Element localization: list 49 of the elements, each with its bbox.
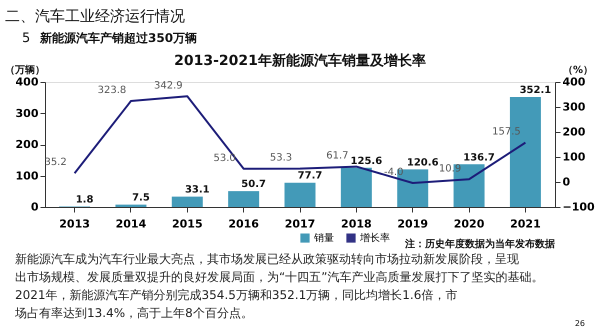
data-label: 61.7 — [326, 150, 348, 162]
bar — [172, 196, 203, 207]
data-label: 77.7 — [298, 170, 322, 182]
x-tick-label: 2019 — [397, 218, 428, 230]
y2-tick-label: 0 — [562, 176, 570, 188]
x-tick-label: 2014 — [116, 218, 147, 230]
y2-tick-label: 200 — [562, 126, 586, 138]
text: 新能源汽车成为汽车行业最大亮点，其市场发展已经从政策驱动转向市场拉动新发展阶段，呈现出市场规模、发展质量双提升的良好发展局面，为“十四五”汽车产业高质量发展打下了坚实的基础。2021年，新能源汽车产销分别完成354.5万辆和352.1万辆，同比均增长1.6倍，市场占有率达到13.4%，高于上年8个百分点。 — [14, 252, 544, 320]
y2-tick-label: 400 — [562, 76, 586, 88]
y-tick-label: 300 — [16, 106, 39, 120]
text: 26 — [574, 319, 585, 328]
y2-tick-label: 300 — [562, 100, 586, 114]
data-label: 120.6 — [406, 157, 439, 168]
y-tick-label: 200 — [16, 138, 39, 151]
y2-axis-title: （%） — [563, 65, 594, 76]
text: 注：历史年度数据为当年发布数据 — [404, 238, 555, 250]
y-tick-label: 0 — [30, 200, 39, 214]
legend-label: 增长率 — [359, 232, 390, 244]
y-tick-label: 400 — [16, 76, 39, 88]
data-label: 1.8 — [76, 194, 94, 206]
chart-title: 2013-2021年新能源汽车销量及增长率 — [174, 52, 426, 69]
data-label: 125.6 — [350, 156, 382, 167]
y2-tick-label: −100 — [562, 200, 596, 214]
data-label: 53.3 — [270, 152, 292, 164]
bar — [340, 168, 372, 207]
legend-label: 销量 — [313, 233, 334, 244]
data-label: 50.7 — [241, 179, 266, 190]
text: 二、汽车工业经济运行情况 — [5, 7, 185, 25]
y-axis-title: （万辆） — [5, 64, 45, 76]
data-label: 33.1 — [184, 184, 210, 196]
text: 新能源汽车产销超过350万辆 — [39, 31, 198, 45]
bar — [228, 191, 260, 207]
x-tick-label: 2018 — [341, 218, 372, 230]
data-label: 53.0 — [214, 152, 236, 164]
data-label: 323.8 — [98, 85, 126, 96]
x-tick-label: 2021 — [510, 218, 541, 230]
data-label: 352.1 — [520, 84, 552, 96]
x-tick-label: 2015 — [172, 218, 203, 230]
x-tick-label: 2016 — [228, 218, 260, 230]
data-label: 342.9 — [154, 80, 183, 92]
data-label: 7.5 — [132, 192, 150, 204]
x-tick-label: 2017 — [284, 218, 316, 230]
x-tick-label: 2013 — [59, 218, 90, 230]
y-tick-label: 100 — [16, 169, 39, 182]
bar — [284, 182, 316, 207]
data-label: 136.7 — [463, 152, 495, 164]
text: 5 — [22, 31, 30, 46]
y2-tick-label: 100 — [562, 150, 586, 164]
x-tick-label: 2020 — [454, 218, 485, 230]
